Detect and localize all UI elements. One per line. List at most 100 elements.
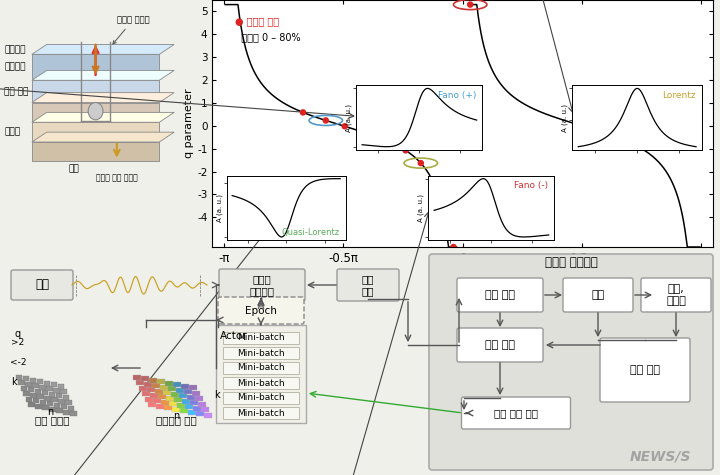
Bar (172, 407, 179, 411)
X-axis label: δ (rad): δ (rad) (441, 267, 484, 281)
Bar (150, 392, 158, 398)
Text: k: k (214, 390, 220, 400)
Bar (50, 382, 57, 387)
FancyBboxPatch shape (457, 278, 543, 312)
FancyBboxPatch shape (223, 407, 299, 419)
Bar (136, 380, 143, 385)
Bar (182, 399, 189, 403)
Bar (192, 390, 199, 396)
Bar (193, 406, 200, 410)
Polygon shape (32, 45, 174, 54)
Bar (58, 383, 64, 389)
Bar (188, 409, 196, 415)
Text: Mini-batch: Mini-batch (237, 363, 285, 372)
Bar (189, 385, 197, 390)
Bar (60, 389, 66, 394)
FancyBboxPatch shape (223, 392, 299, 404)
Text: 패브리 페로 공진기: 패브리 페로 공진기 (96, 173, 138, 182)
Bar (37, 394, 43, 399)
FancyBboxPatch shape (223, 362, 299, 374)
Text: ● 고흡수 매질: ● 고흡수 매질 (235, 16, 279, 26)
FancyBboxPatch shape (223, 377, 299, 389)
Polygon shape (32, 54, 159, 79)
Bar (48, 391, 55, 397)
Bar (152, 383, 160, 388)
Text: n: n (173, 411, 179, 421)
Polygon shape (32, 103, 159, 121)
Polygon shape (32, 80, 159, 101)
Bar (39, 384, 45, 390)
FancyBboxPatch shape (429, 254, 713, 470)
Text: n: n (47, 407, 53, 417)
Bar (195, 396, 202, 401)
Bar (35, 389, 41, 393)
Text: Fano (+): Fano (+) (438, 91, 476, 100)
Text: Epoch: Epoch (245, 306, 277, 316)
Text: 구조 모델: 구조 모델 (485, 290, 515, 300)
Bar (177, 402, 184, 408)
Point (440, 224, 451, 232)
FancyBboxPatch shape (337, 269, 399, 301)
Bar (20, 386, 27, 390)
Text: 위상 차이: 위상 차이 (485, 340, 515, 350)
Bar (171, 391, 179, 397)
Text: 디자인
스펙트럼: 디자인 스펙트럼 (250, 274, 274, 296)
Bar (173, 382, 181, 387)
Bar (153, 398, 161, 403)
Polygon shape (32, 132, 174, 142)
Bar (149, 378, 156, 382)
Bar (35, 403, 42, 408)
FancyBboxPatch shape (600, 338, 690, 402)
Bar (42, 390, 48, 395)
Text: 금속: 금속 (69, 165, 80, 174)
FancyBboxPatch shape (641, 278, 711, 312)
Text: Quasi-Lorentz: Quasi-Lorentz (282, 228, 340, 237)
FancyBboxPatch shape (216, 325, 306, 423)
Polygon shape (32, 113, 174, 122)
Y-axis label: q parameter: q parameter (184, 89, 194, 158)
Bar (147, 387, 155, 392)
Bar (70, 411, 76, 416)
Text: k: k (12, 377, 17, 387)
FancyBboxPatch shape (218, 297, 304, 324)
Bar (160, 384, 168, 390)
Bar (28, 402, 35, 407)
FancyBboxPatch shape (563, 278, 633, 312)
Bar (148, 402, 156, 407)
Bar (51, 397, 58, 402)
Text: Mini-batch: Mini-batch (237, 393, 285, 402)
Text: 물질: 물질 (591, 290, 605, 300)
Bar (25, 397, 32, 401)
Y-axis label: A (a. u.): A (a. u.) (346, 104, 352, 132)
Bar (165, 380, 173, 386)
Text: 다공성층: 다공성층 (4, 45, 26, 54)
Bar (190, 400, 197, 405)
Circle shape (88, 103, 103, 120)
Text: Lorentz: Lorentz (662, 91, 696, 100)
Bar (55, 393, 62, 398)
Text: q: q (15, 329, 21, 339)
Text: 스펙트럼 큐브: 스펙트럼 큐브 (156, 415, 197, 425)
Text: 손실
조절: 손실 조절 (361, 274, 374, 296)
Text: NEWS/S: NEWS/S (629, 450, 690, 464)
Point (354, 127, 366, 135)
Polygon shape (32, 142, 159, 161)
Y-axis label: A (a. u.): A (a. u.) (216, 194, 222, 222)
Bar (158, 394, 166, 399)
Bar (30, 378, 36, 382)
Text: 파노 공진: 파노 공진 (4, 87, 29, 96)
Bar (168, 386, 176, 391)
Bar (44, 396, 50, 400)
Bar (16, 374, 22, 380)
Text: >2: >2 (12, 338, 24, 347)
Bar (201, 407, 209, 412)
Bar (63, 409, 70, 415)
FancyBboxPatch shape (457, 328, 543, 362)
Bar (32, 383, 38, 388)
Bar (56, 408, 63, 413)
Bar (142, 391, 150, 396)
Bar (198, 401, 205, 407)
Bar (176, 388, 184, 392)
Text: <-2: <-2 (10, 358, 26, 367)
Text: Mini-batch: Mini-batch (237, 379, 285, 388)
